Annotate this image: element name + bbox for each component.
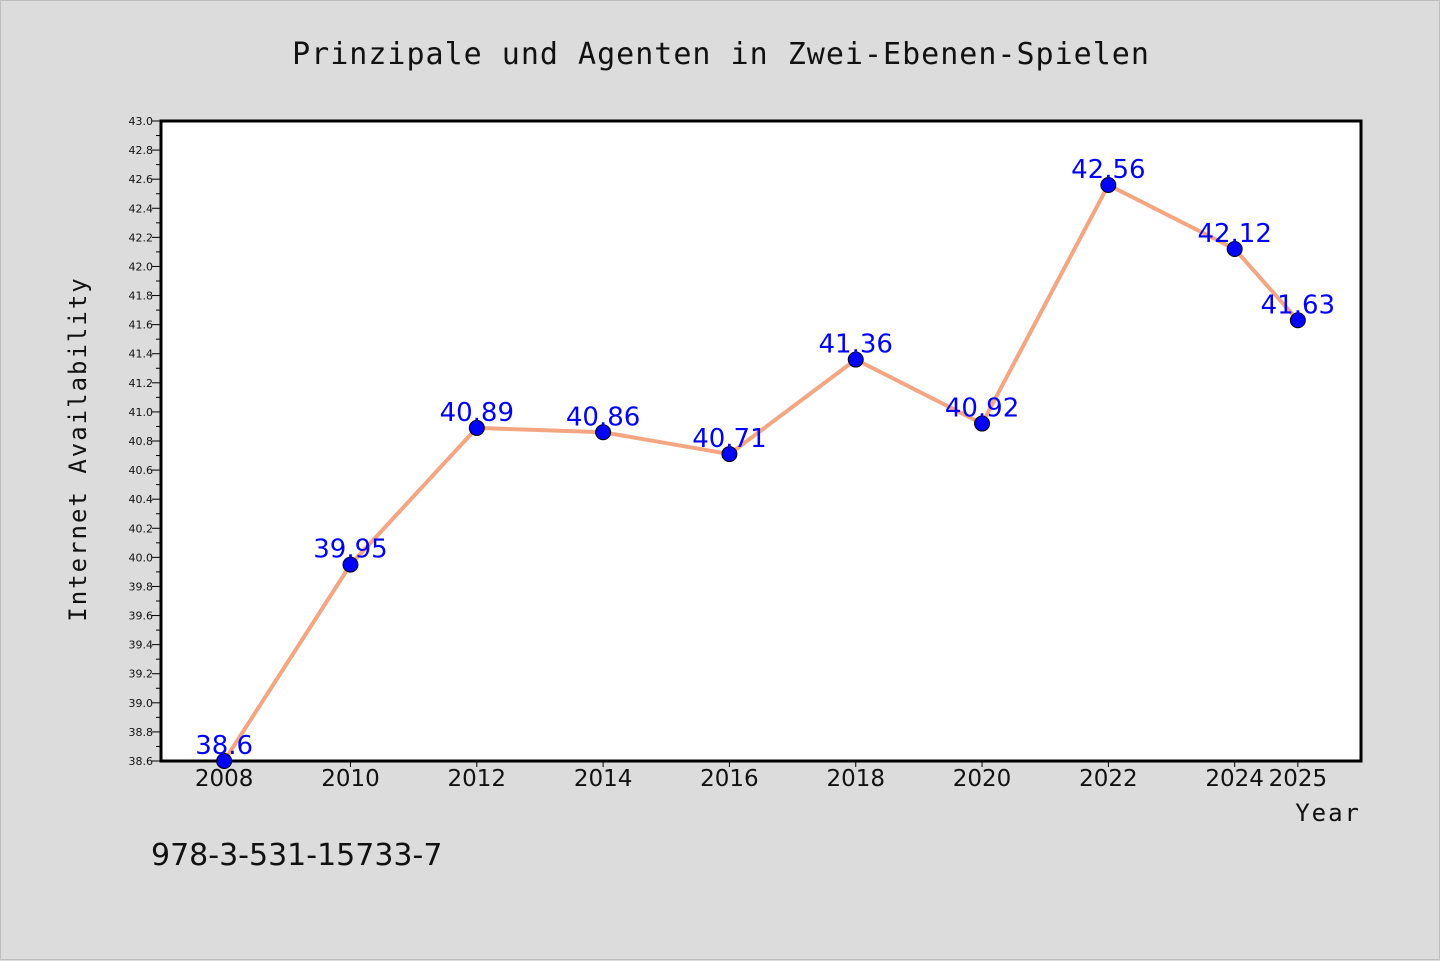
y-tick-label: 40.0: [129, 551, 154, 564]
data-label: 42.56: [1071, 155, 1145, 185]
y-tick-label: 41.0: [129, 406, 154, 419]
y-axis: 38.6 38.8 39.0 39.2 39.4 39.6 39.8 40.0 40.2 40.4…: [129, 115, 161, 768]
data-point: [342, 556, 359, 573]
y-tick-label: 39.0: [129, 697, 154, 710]
y-tick-label: 43.0: [129, 115, 154, 128]
data-label: 40.71: [692, 424, 766, 454]
y-tick-label: 42.4: [129, 202, 154, 215]
y-tick-label: 41.8: [129, 290, 154, 303]
y-tick-label: 40.8: [129, 435, 154, 448]
y-tick-label: 39.4: [129, 639, 154, 652]
y-tick-label: 40.2: [129, 522, 154, 535]
y-axis-label: Internet Availability: [64, 276, 92, 621]
chart-title: Prinzipale und Agenten in Zwei-Ebenen-Sp…: [292, 37, 1150, 72]
y-tick-label: 38.6: [129, 755, 154, 768]
data-point: [1226, 241, 1243, 257]
x-axis-label: Year: [1295, 799, 1361, 827]
data-point: [1100, 177, 1117, 193]
data-point: [468, 419, 485, 436]
plot-area: [159, 119, 1363, 763]
y-tick-label: 38.8: [129, 726, 154, 739]
x-tick-label: 2014: [574, 766, 633, 792]
x-tick-label: 2010: [321, 766, 380, 792]
y-tick-label: 40.4: [129, 493, 154, 506]
y-tick-label: 41.2: [129, 377, 154, 390]
y-tick-label: 40.6: [129, 464, 154, 477]
x-tick-label: 2016: [700, 766, 759, 792]
x-tick-label: 2018: [826, 766, 885, 792]
data-point: [847, 351, 864, 368]
y-tick-label: 41.6: [129, 319, 154, 332]
data-label: 38.6: [195, 731, 253, 761]
isbn-text: 978-3-531-15733-7: [151, 838, 442, 873]
marker-layer: [216, 177, 1306, 769]
data-label-layer: 38.6 39.95 40.89 40.86 40.71 41.36 40.92 42.56 4…: [195, 155, 1335, 761]
x-tick-label: 2012: [448, 766, 507, 792]
data-label: 40.92: [945, 394, 1019, 424]
data-label: 39.95: [313, 535, 387, 565]
y-tick-label: 42.2: [129, 231, 154, 244]
y-tick-label: 39.2: [129, 668, 154, 681]
data-label: 41.36: [819, 330, 893, 360]
y-tick-label: 39.8: [129, 580, 154, 593]
data-point: [721, 446, 738, 463]
x-tick-label: 2008: [195, 766, 254, 792]
y-tick-label: 42.6: [129, 173, 154, 186]
x-axis: 2008 2010 2012 2014 2016 2018 2020 2022 2024 2025: [195, 761, 1327, 792]
data-label: 40.89: [440, 398, 514, 428]
x-tick-label: 2022: [1079, 766, 1138, 792]
y-tick-label: 41.4: [129, 348, 154, 361]
data-point: [595, 424, 612, 441]
data-label: 42.12: [1197, 219, 1271, 249]
y-tick-label: 42.8: [129, 144, 154, 157]
x-tick-label: 2024: [1205, 766, 1264, 792]
x-tick-label: 2025: [1269, 766, 1328, 792]
series-line: [222, 183, 1300, 763]
data-label: 41.63: [1261, 290, 1335, 320]
series-layer: [222, 183, 1300, 763]
y-tick-label: 39.6: [129, 610, 154, 623]
data-point: [974, 415, 991, 432]
data-point: [216, 753, 233, 769]
data-point: [1289, 312, 1306, 329]
data-label: 40.86: [566, 402, 640, 432]
y-tick-label: 42.0: [129, 260, 154, 273]
x-tick-label: 2020: [953, 766, 1012, 792]
